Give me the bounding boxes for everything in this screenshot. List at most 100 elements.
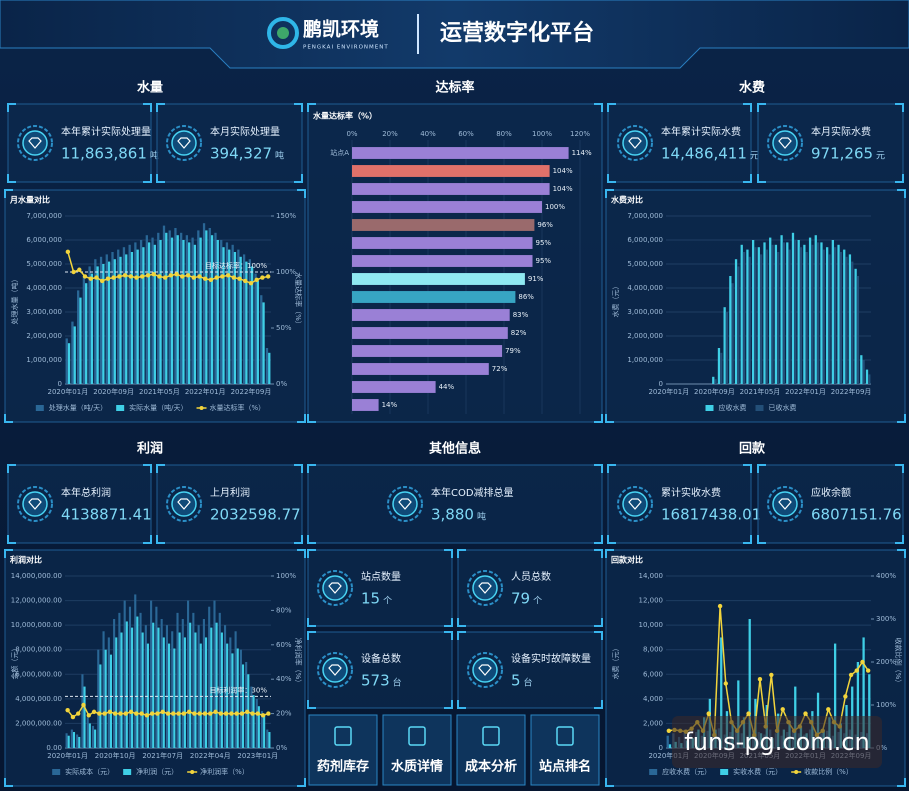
button-icon	[482, 726, 500, 746]
bar	[237, 249, 240, 384]
bar	[83, 686, 86, 748]
bar	[352, 255, 533, 267]
bar	[868, 374, 871, 384]
line-point	[140, 274, 145, 279]
card-unit: 台	[393, 677, 402, 689]
card-value: 6807151.76	[811, 506, 902, 524]
y-tick-label: 0	[659, 380, 663, 388]
line-point	[214, 275, 219, 280]
bar	[131, 627, 134, 748]
header-bar	[0, 0, 909, 69]
panel-corner	[457, 631, 603, 709]
icon-gem	[478, 582, 492, 594]
icon-ring	[317, 652, 353, 688]
bar	[160, 619, 163, 748]
card-unit: 吨	[477, 511, 486, 523]
line-point	[165, 711, 171, 716]
bar	[848, 254, 852, 384]
y2-tick-label: 400%	[876, 572, 896, 580]
y2-tick-label: 60%	[276, 641, 292, 649]
y-tick-label: 7,000,000	[627, 212, 663, 220]
card-label: 上月利润	[210, 486, 250, 499]
button-icon	[408, 726, 426, 746]
card-value: 971,265	[811, 145, 873, 163]
y-tick-label: 6,000,000	[26, 236, 62, 244]
bar	[165, 625, 168, 748]
bar	[181, 619, 184, 748]
nav-button[interactable]: 成本分析	[456, 714, 526, 786]
card-label: 本月实际处理量	[210, 125, 280, 138]
bar	[76, 734, 79, 748]
icon-ring	[166, 125, 202, 161]
nav-button[interactable]: 站点排名	[530, 714, 600, 786]
panel-corner	[607, 103, 752, 183]
button-bg	[382, 714, 452, 786]
line-point	[102, 711, 107, 716]
line-point	[134, 275, 139, 280]
logo-core	[277, 27, 289, 39]
y2-tick-label: 0%	[276, 380, 287, 388]
line-point	[174, 272, 179, 277]
section-title: 水费	[739, 80, 765, 96]
icon-gem	[628, 498, 642, 510]
bar	[666, 735, 669, 748]
card-label: 本年COD减排总量	[431, 486, 514, 499]
bar	[208, 228, 211, 384]
nav-button[interactable]: 药剂库存	[308, 714, 378, 786]
nav-button[interactable]: 水质详情	[382, 714, 452, 786]
bar	[173, 648, 176, 748]
y-tick-label: 4,000	[643, 695, 663, 703]
icon-ring	[387, 486, 423, 522]
y-tick-label: 10,000	[639, 621, 664, 629]
panel-corner	[605, 189, 906, 423]
x-tick-label: 2020年01月	[47, 751, 88, 760]
line-point	[245, 709, 250, 715]
bar	[88, 723, 91, 748]
line-point	[197, 711, 202, 716]
line-point	[176, 711, 181, 716]
line-point	[144, 713, 150, 718]
bar	[134, 242, 137, 384]
line-point	[223, 711, 229, 716]
line-point	[717, 603, 723, 609]
bar	[352, 381, 436, 393]
bar	[136, 249, 139, 384]
line-point	[239, 711, 245, 716]
line-point	[88, 276, 93, 281]
bar	[843, 249, 846, 384]
line-point	[213, 709, 218, 715]
y-tick-label: 4,000,000	[627, 284, 663, 292]
line-point	[243, 278, 248, 284]
section-title: 其他信息	[429, 441, 481, 457]
card-value: 14,486,411	[661, 145, 747, 163]
bar	[165, 232, 168, 384]
line-point	[225, 273, 231, 278]
legend-label: 应收水费	[719, 403, 747, 412]
line-point	[97, 711, 102, 716]
y-axis-label: 金额（元）	[10, 645, 19, 680]
line-point	[208, 277, 214, 283]
bar	[228, 249, 231, 384]
card-value: 2032598.77	[210, 506, 301, 524]
bar	[816, 242, 820, 384]
card-unit: 个	[383, 596, 392, 607]
x-tick-label: 2021年07月	[142, 751, 183, 760]
y-tick-label: 2,000,000	[26, 332, 62, 340]
watermark: funs-pg.com.cn	[684, 728, 869, 756]
icon-ring	[17, 486, 53, 522]
section-title: 利润	[137, 441, 163, 457]
line-point	[139, 711, 144, 716]
bar	[193, 244, 197, 384]
y-axis-label: 处理水量（吨）	[10, 276, 19, 325]
bar	[145, 235, 148, 384]
y-tick-label: 10,000,000.00	[11, 621, 62, 629]
line-point	[111, 275, 116, 280]
bar	[831, 240, 834, 384]
bar	[67, 343, 71, 384]
bar	[128, 244, 131, 384]
bar	[352, 237, 533, 249]
bar	[119, 256, 122, 384]
y-tick-label: 2,000,000.00	[15, 719, 62, 727]
card-label: 应收余额	[811, 486, 851, 499]
legend-swatch	[123, 769, 132, 775]
